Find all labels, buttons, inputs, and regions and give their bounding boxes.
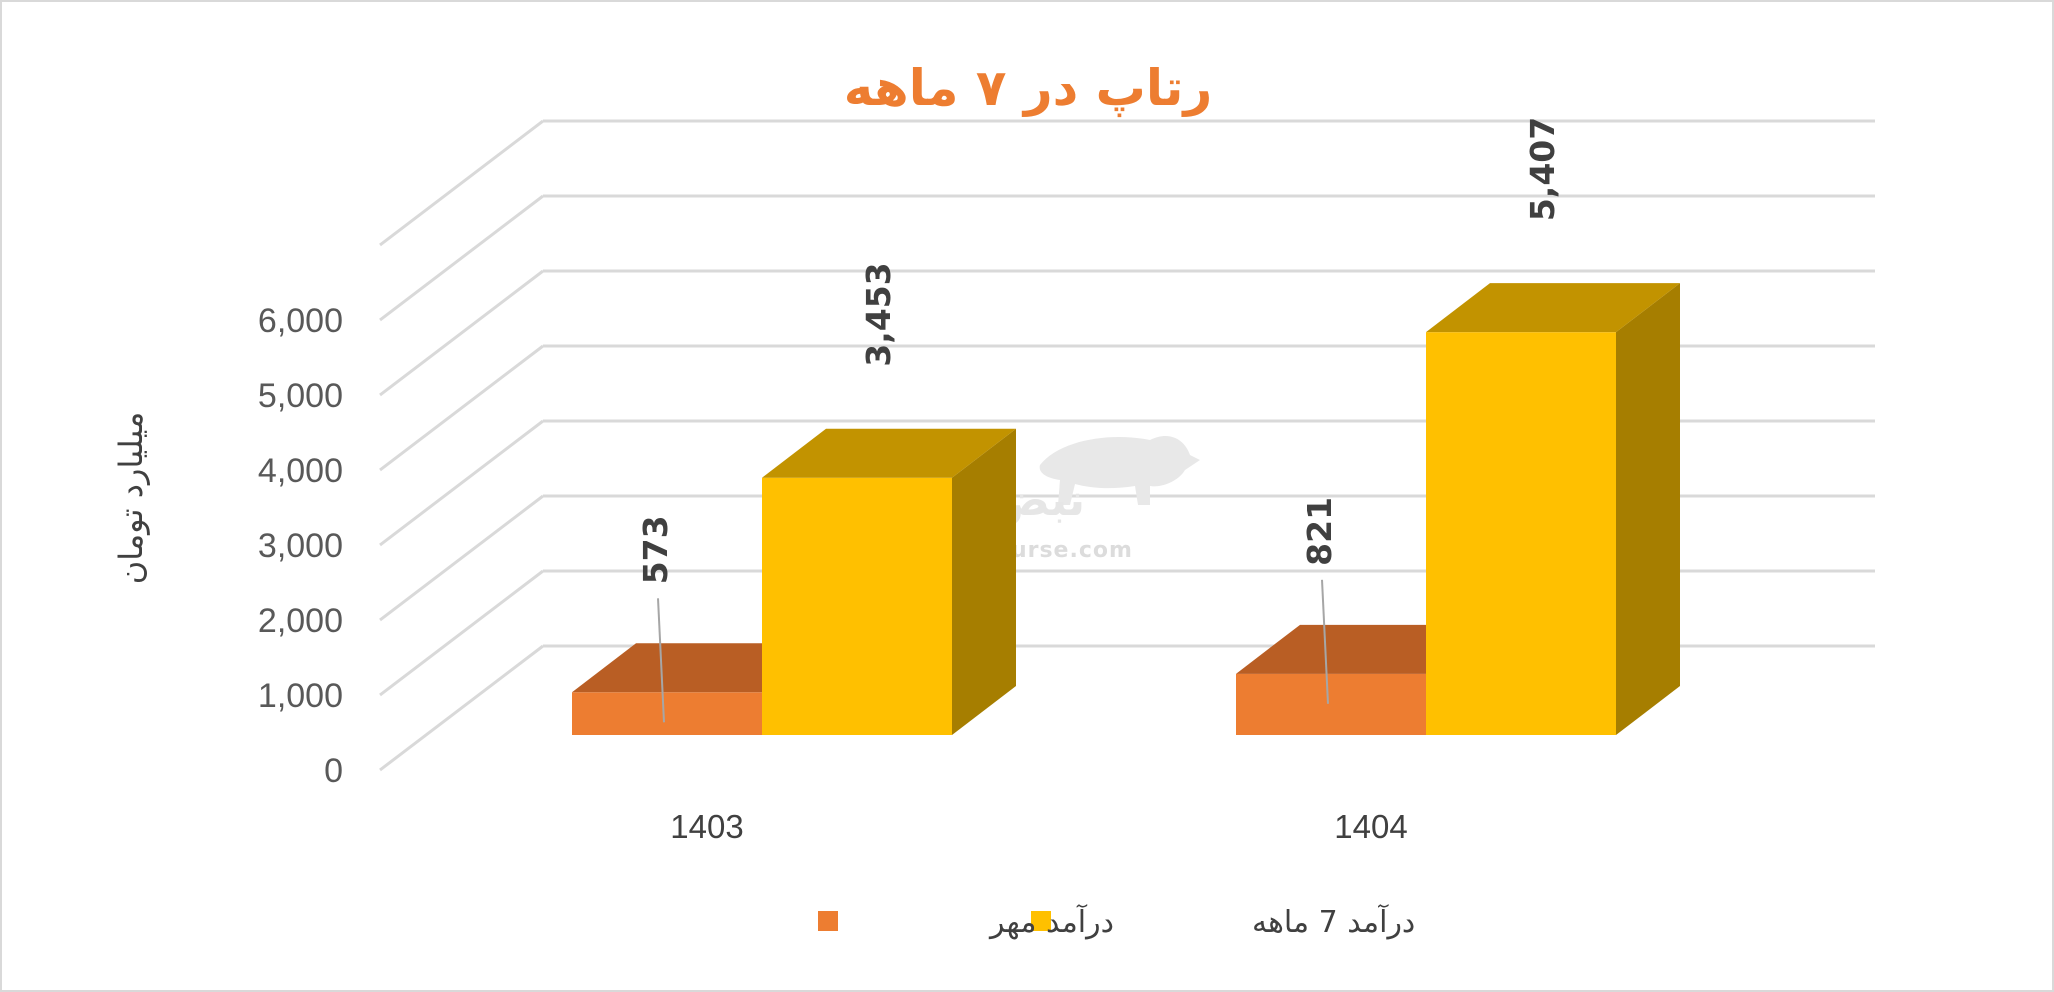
bar-front — [572, 692, 762, 735]
gridline-diagonal — [379, 344, 544, 472]
y-tick-label: 0 — [324, 752, 343, 790]
bar-front — [762, 477, 952, 735]
gridline-diagonal — [379, 119, 544, 247]
gridline-diagonal — [379, 494, 544, 622]
data-label-leader — [657, 598, 665, 723]
y-tick-label: 2,000 — [258, 602, 343, 640]
legend-swatch-orange — [818, 911, 838, 931]
bar-side — [952, 428, 1016, 735]
chart-title: رتاپ در ۷ ماهه — [844, 59, 1213, 117]
data-label: 5,407 — [1523, 117, 1562, 221]
bar-side — [1616, 283, 1680, 735]
bar-1403-series-1: 3,453 — [762, 262, 1016, 735]
legend-swatch-yellow — [1031, 911, 1051, 931]
bar-front — [1236, 673, 1426, 735]
x-axis-categories: 1403 1404 — [670, 808, 1407, 845]
y-tick-label: 5,000 — [258, 377, 343, 415]
bar-top — [762, 428, 1016, 478]
gridline-diagonal — [379, 644, 544, 772]
bar-1404-series-1: 5,407 — [1426, 117, 1680, 735]
x-tick-label: 1404 — [1334, 808, 1407, 845]
gridline-diagonal — [379, 569, 544, 697]
legend-label-7-month: درآمد 7 ماهه — [1252, 904, 1415, 940]
gridline-diagonal — [379, 269, 544, 397]
bars: 573 3,453 821 5,407 — [572, 117, 1680, 735]
gridline-diagonal — [379, 419, 544, 547]
y-tick-label: 1,000 — [258, 677, 343, 715]
legend-label-mehr: درآمد مهر — [988, 904, 1114, 940]
y-tick-label: 3,000 — [258, 527, 343, 565]
x-tick-label: 1403 — [670, 808, 743, 845]
y-tick-label: 6,000 — [258, 302, 343, 340]
y-tick-label: 4,000 — [258, 452, 343, 490]
bar-front — [1426, 332, 1616, 735]
data-label: 573 — [636, 515, 675, 584]
gridline-diagonal — [379, 194, 544, 322]
data-label: 3,453 — [859, 262, 898, 366]
legend: درآمد 7 ماهه درآمد مهر — [818, 904, 1415, 940]
data-label: 821 — [1300, 497, 1339, 566]
bull-logo-icon — [1039, 435, 1200, 505]
y-axis-ticks: 0 1,000 2,000 3,000 4,000 5,000 6,000 — [258, 302, 343, 790]
bar-top — [1426, 283, 1680, 333]
y-axis-label: میلیارد تومان — [112, 412, 150, 585]
data-label-leader — [1321, 579, 1329, 704]
